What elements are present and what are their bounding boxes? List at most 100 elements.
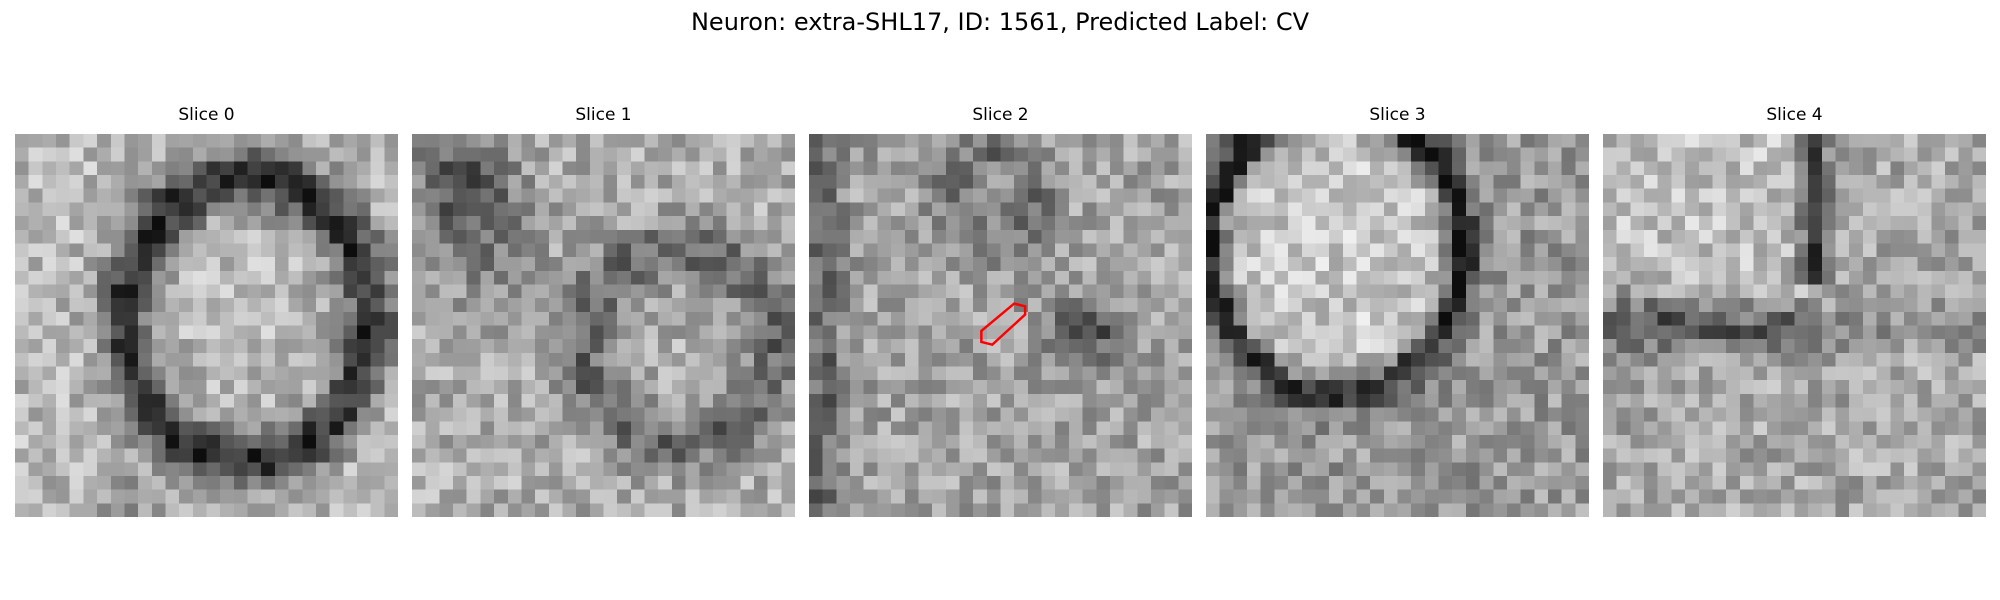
image-pixel [1233, 257, 1248, 272]
image-pixel [1260, 284, 1275, 299]
image-pixel [233, 352, 248, 367]
image-pixel [986, 462, 1001, 477]
image-pixel [1288, 284, 1303, 299]
image-pixel [918, 366, 933, 381]
image-pixel [562, 325, 577, 340]
image-pixel [781, 202, 795, 217]
image-pixel [1712, 380, 1727, 395]
image-pixel [1931, 311, 1946, 326]
image-pixel [453, 188, 467, 203]
image-pixel [97, 188, 112, 203]
image-pixel [1206, 134, 1220, 148]
image-pixel [726, 475, 741, 490]
image-pixel [179, 503, 194, 517]
image-pixel [1342, 161, 1357, 176]
image-pixel [630, 503, 645, 517]
image-pixel [822, 434, 837, 449]
image-pixel [562, 462, 577, 477]
image-pixel [1027, 393, 1042, 408]
image-pixel [918, 489, 933, 504]
image-pixel [138, 448, 153, 463]
image-pixel [1780, 270, 1795, 285]
image-pixel [1164, 257, 1179, 272]
image-pixel [1096, 366, 1111, 381]
image-pixel [1096, 229, 1111, 244]
image-pixel [562, 147, 577, 162]
image-pixel [425, 325, 440, 340]
image-pixel [548, 462, 563, 477]
image-pixel [1465, 284, 1480, 299]
image-pixel [247, 380, 262, 395]
image-pixel [986, 284, 1001, 299]
image-pixel [1630, 380, 1645, 395]
image-pixel [69, 175, 84, 189]
image-pixel [1698, 270, 1713, 285]
image-pixel [206, 380, 221, 395]
image-pixel [1452, 434, 1467, 449]
image-pixel [781, 380, 795, 395]
image-pixel [521, 462, 536, 477]
image-pixel [1644, 284, 1658, 299]
image-pixel [603, 284, 618, 299]
image-pixel [466, 284, 481, 299]
image-pixel [1164, 407, 1179, 422]
image-pixel [288, 229, 303, 244]
image-pixel [1944, 366, 1959, 381]
image-pixel [753, 475, 768, 490]
image-pixel [986, 352, 1001, 367]
image-pixel [1958, 339, 1973, 354]
image-pixel [1493, 380, 1508, 395]
image-pixel [1726, 257, 1741, 272]
image-pixel [986, 175, 1001, 189]
image-pixel [1424, 243, 1439, 258]
image-pixel [124, 489, 139, 504]
image-pixel [589, 311, 604, 326]
image-pixel [1739, 407, 1754, 422]
image-pixel [809, 284, 823, 299]
image-pixel [1644, 462, 1658, 477]
image-pixel [1561, 298, 1576, 313]
image-pixel [1808, 243, 1823, 258]
image-pixel [1274, 448, 1289, 463]
image-pixel [1178, 352, 1192, 367]
image-pixel [986, 134, 1001, 148]
image-pixel [1206, 161, 1220, 176]
image-pixel [439, 393, 454, 408]
image-pixel [932, 134, 947, 148]
image-pixel [1657, 270, 1672, 285]
image-pixel [1164, 448, 1179, 463]
image-pixel [1671, 462, 1686, 477]
image-pixel [1397, 270, 1412, 285]
image-pixel [1288, 421, 1303, 436]
image-pixel [124, 188, 139, 203]
image-pixel [1356, 380, 1371, 395]
image-pixel [973, 161, 988, 176]
image-pixel [83, 489, 98, 504]
image-pixel [1903, 366, 1918, 381]
image-pixel [1164, 284, 1179, 299]
image-pixel [1356, 229, 1371, 244]
image-pixel [1288, 339, 1303, 354]
image-pixel [1726, 298, 1741, 313]
image-pixel [809, 489, 823, 504]
image-pixel [1233, 202, 1248, 217]
image-pixel [466, 188, 481, 203]
image-pixel [959, 380, 974, 395]
image-pixel [1109, 421, 1124, 436]
image-pixel [1424, 462, 1439, 477]
image-pixel [1862, 393, 1877, 408]
image-pixel [562, 229, 577, 244]
image-pixel [1233, 270, 1248, 285]
image-pixel [1397, 161, 1412, 176]
image-pixel [1356, 462, 1371, 477]
image-pixel [206, 407, 221, 422]
image-pixel [1575, 311, 1589, 326]
image-pixel [315, 503, 330, 517]
image-pixel [1068, 407, 1083, 422]
image-pixel [1356, 503, 1371, 517]
image-pixel [1027, 270, 1042, 285]
image-pixel [973, 216, 988, 231]
image-pixel [1903, 475, 1918, 490]
image-pixel [138, 188, 153, 203]
image-pixel [699, 257, 714, 272]
